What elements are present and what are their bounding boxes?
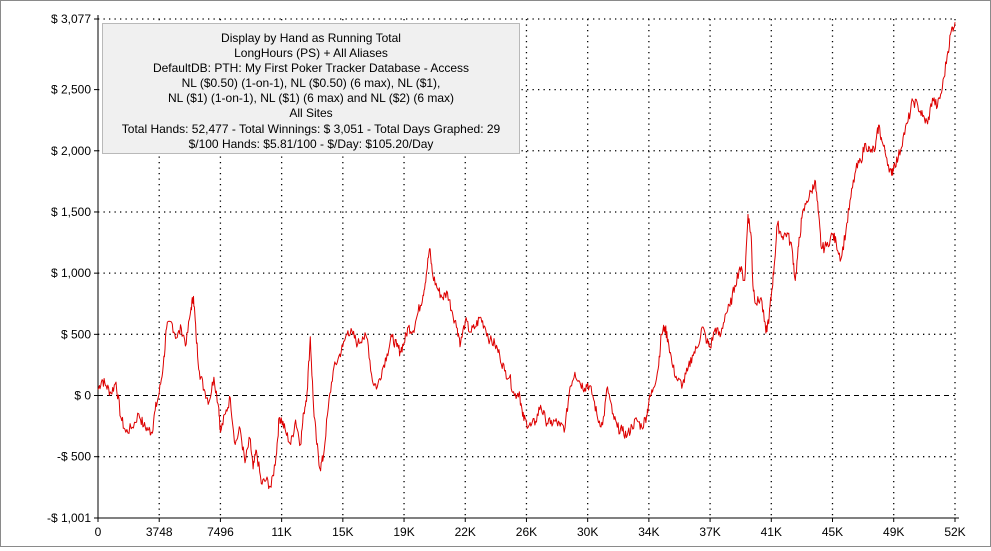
running-total-series-line xyxy=(97,22,956,490)
x-tick-label: 45K xyxy=(822,525,843,539)
info-line-limits-2: NL ($1) (1-on-1), NL ($1) (6 max) and NL… xyxy=(167,91,455,106)
y-tick-label: $ 2,500 xyxy=(51,83,91,97)
y-tick-label: -$ 1,001 xyxy=(47,511,91,525)
y-tick-label: $ 0 xyxy=(74,389,91,403)
chart-info-box: Display by Hand as Running Total LongHou… xyxy=(102,23,520,154)
y-tick-label: $ 3,077 xyxy=(51,12,91,26)
x-tick-label: 30K xyxy=(577,525,598,539)
x-axis-tick-labels: 0 3748 7496 11K 15K 19K 22K 26K 30K 34K 37K 41K 45K 4… xyxy=(95,525,966,539)
y-tick-label: $ 2,000 xyxy=(51,144,91,158)
y-tick-label: $ 1,500 xyxy=(51,205,91,219)
x-tick-label: 19K xyxy=(393,525,414,539)
info-line-rates: $/100 Hands: $5.81/100 - $/Day: $105.20/… xyxy=(188,136,434,151)
x-tick-label: 3748 xyxy=(146,525,173,539)
y-tick-label: $ 500 xyxy=(61,327,91,341)
series-layer xyxy=(97,22,956,490)
x-tick-label: 7496 xyxy=(207,525,234,539)
y-axis-tick-labels: $ 3,077 $ 2,500 $ 2,000 $ 1,500 $ 1,000 $ 500… xyxy=(47,12,91,525)
x-tick-label: 49K xyxy=(883,525,904,539)
x-tick-label: 11K xyxy=(271,525,291,539)
x-tick-label: 34K xyxy=(638,525,659,539)
x-tick-label: 15K xyxy=(332,525,353,539)
x-tick-label: 41K xyxy=(761,525,782,539)
info-line-sites: All Sites xyxy=(289,106,333,121)
x-tick-label: 52K xyxy=(944,525,965,539)
info-line-display-mode: Display by Hand as Running Total xyxy=(221,31,401,45)
axes xyxy=(94,15,959,522)
x-tick-label: 26K xyxy=(516,525,537,539)
x-tick-label: 37K xyxy=(699,525,720,539)
y-tick-label: $ 1,000 xyxy=(51,266,91,280)
x-tick-label: 22K xyxy=(455,525,476,539)
info-line-database: DefaultDB: PTH: My First Poker Tracker D… xyxy=(152,61,470,76)
info-line-limits-1: NL ($0.50) (1-on-1), NL ($0.50) (6 max),… xyxy=(181,76,441,91)
x-tick-label: 0 xyxy=(95,525,102,539)
info-line-player: LongHours (PS) + All Aliases xyxy=(234,46,388,61)
y-tick-label: -$ 500 xyxy=(57,450,91,464)
info-line-totals: Total Hands: 52,477 - Total Winnings: $ … xyxy=(121,121,501,136)
